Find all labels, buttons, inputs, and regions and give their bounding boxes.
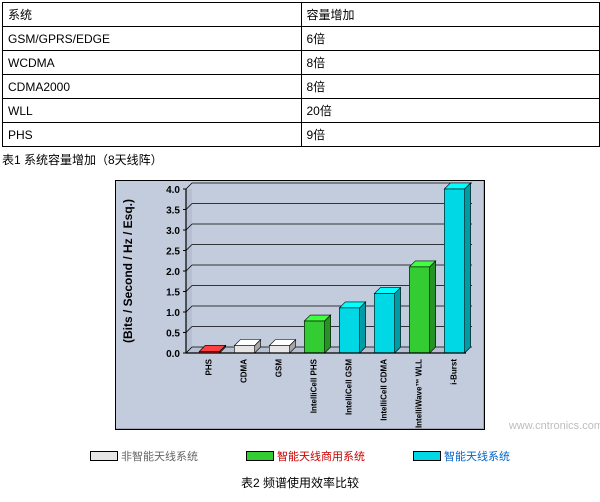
table1-caption: 表1 系统容量增加（8天线阵） (0, 147, 600, 174)
legend-item: 非智能天线系统 (90, 448, 198, 464)
svg-text:PHS: PHS (205, 358, 214, 375)
cell-capacity: 20倍 (301, 99, 600, 123)
svg-text:IntelliCell GSM: IntelliCell GSM (345, 359, 354, 415)
svg-text:4.0: 4.0 (166, 185, 180, 196)
chart-frame: 0.0 0.5 1.0 1.5 2.0 2.5 3.0 3.5 4.0 PHS CDMA GSM Int… (115, 180, 485, 430)
legend-item: 智能天线商用系统 (246, 448, 365, 464)
chart-legend: 非智能天线系统 智能天线商用系统 智能天线系统 (90, 448, 510, 464)
legend-label: 智能天线系统 (444, 448, 510, 464)
table-header-row: 系统 容量增加 (3, 3, 600, 27)
svg-text:i-Burst: i-Burst (450, 359, 459, 385)
svg-text:IntelliWave™ WLL: IntelliWave™ WLL (415, 359, 424, 428)
cell-system: WLL (3, 99, 302, 123)
svg-text:2.5: 2.5 (166, 247, 180, 258)
legend-swatch (246, 451, 274, 461)
chart-plot-area: 0.0 0.5 1.0 1.5 2.0 2.5 3.0 3.5 4.0 PHS CDMA GSM Int… (116, 181, 484, 429)
svg-text:IntelliCell CDMA: IntelliCell CDMA (380, 359, 389, 421)
legend-label: 智能天线商用系统 (277, 448, 365, 464)
cell-capacity: 8倍 (301, 75, 600, 99)
legend-label: 非智能天线系统 (121, 448, 198, 464)
cell-system: CDMA2000 (3, 75, 302, 99)
legend-swatch (413, 451, 441, 461)
cell-system: GSM/GPRS/EDGE (3, 27, 302, 51)
spectrum-efficiency-chart: 0.0 0.5 1.0 1.5 2.0 2.5 3.0 3.5 4.0 PHS CDMA GSM Int… (116, 181, 484, 429)
svg-text:1.5: 1.5 (166, 288, 180, 299)
svg-text:IntelliCell PHS: IntelliCell PHS (310, 358, 319, 413)
legend-item: 智能天线系统 (413, 448, 510, 464)
table-row: WLL 20倍 (3, 99, 600, 123)
cell-system: WCDMA (3, 51, 302, 75)
svg-text:3.5: 3.5 (166, 206, 180, 217)
table-row: GSM/GPRS/EDGE 6倍 (3, 27, 600, 51)
legend-swatch (90, 451, 118, 461)
cell-capacity: 8倍 (301, 51, 600, 75)
svg-text:0.5: 0.5 (166, 329, 180, 340)
cell-system: PHS (3, 123, 302, 147)
svg-text:(Bits / Second / Hz / Esq.): (Bits / Second / Hz / Esq.) (121, 199, 135, 343)
svg-text:3.0: 3.0 (166, 226, 180, 237)
watermark-text: www.cntronics.com (509, 420, 600, 432)
chart-caption: 表2 频谱使用效率比较 (0, 470, 600, 499)
chart-container: 0.0 0.5 1.0 1.5 2.0 2.5 3.0 3.5 4.0 PHS CDMA GSM Int… (115, 180, 485, 430)
table-row: WCDMA 8倍 (3, 51, 600, 75)
cell-capacity: 6倍 (301, 27, 600, 51)
cell-capacity: 9倍 (301, 123, 600, 147)
svg-text:1.0: 1.0 (166, 308, 180, 319)
svg-text:CDMA: CDMA (240, 359, 249, 383)
table-row: CDMA2000 8倍 (3, 75, 600, 99)
table-row: PHS 9倍 (3, 123, 600, 147)
svg-text:0.0: 0.0 (166, 349, 180, 360)
col-header-system: 系统 (3, 3, 302, 27)
svg-text:2.0: 2.0 (166, 267, 180, 278)
capacity-table: 系统 容量增加 GSM/GPRS/EDGE 6倍 WCDMA 8倍 CDMA20… (2, 2, 600, 147)
svg-text:GSM: GSM (275, 359, 284, 378)
col-header-capacity: 容量增加 (301, 3, 600, 27)
